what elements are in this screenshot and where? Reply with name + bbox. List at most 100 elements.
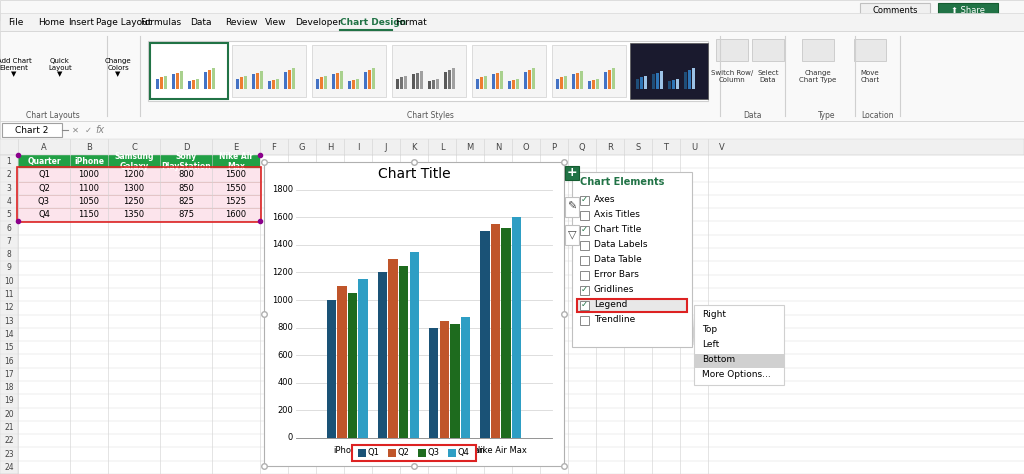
Bar [399,265,409,438]
Text: Page Layout: Page Layout [96,18,152,27]
Text: 14: 14 [4,330,13,339]
Bar [449,70,451,89]
Bar [312,45,386,97]
Text: ✓: ✓ [581,195,588,204]
Bar [640,77,643,89]
Bar [260,71,263,89]
Bar [512,217,521,438]
Text: T: T [664,143,669,152]
Text: ▼: ▼ [57,71,62,77]
Text: 1200: 1200 [124,171,144,180]
Text: Q2: Q2 [38,184,50,193]
Bar [368,70,371,89]
Bar [340,71,343,89]
Text: 1300: 1300 [124,184,144,193]
Text: Error Bars: Error Bars [594,270,639,279]
Text: I: I [356,143,359,152]
Bar [378,273,387,438]
Bar [204,73,207,89]
Bar [668,81,671,89]
Bar [461,317,470,438]
Text: 1550: 1550 [225,184,247,193]
Text: Layout: Layout [48,65,72,71]
Text: 20: 20 [4,410,13,419]
Text: Chart Elements: Chart Elements [580,177,665,187]
Text: iPhone: iPhone [74,157,104,166]
Bar [580,210,589,219]
Bar [284,73,287,89]
Bar [18,208,260,221]
Text: 1600: 1600 [272,213,293,222]
Bar [172,74,175,89]
Text: 1800: 1800 [272,185,293,194]
Text: 5: 5 [6,210,11,219]
Bar [604,73,607,89]
Bar [565,225,579,245]
Text: 13: 13 [4,317,13,326]
Bar [264,162,564,466]
Bar [630,43,708,99]
Bar [404,76,407,89]
Bar [496,73,499,89]
Bar [552,45,626,97]
Bar [0,31,1024,121]
Bar [324,76,327,89]
Bar [276,79,279,89]
Text: Sony PlayStation: Sony PlayStation [415,446,485,455]
Text: Change: Change [104,58,131,64]
Bar [575,73,579,89]
Text: B: B [86,143,92,152]
Text: N: N [495,143,501,152]
Text: Q4: Q4 [458,448,470,457]
Bar [502,228,511,438]
Bar [636,79,639,89]
Bar [524,73,527,89]
Text: Switch Row/
Column: Switch Row/ Column [711,70,753,82]
Bar [410,252,419,438]
Bar [565,165,579,180]
Bar [212,68,215,89]
Text: Axis Titles: Axis Titles [594,210,640,219]
Bar [196,79,199,89]
Text: 200: 200 [278,406,293,415]
Text: 9: 9 [6,264,11,273]
Text: Q1: Q1 [368,448,380,457]
Text: Nike Air
Max: Nike Air Max [219,152,253,171]
Bar [752,39,784,61]
Text: Trendline: Trendline [594,315,635,324]
Text: 11: 11 [4,290,13,299]
Text: K: K [412,143,417,152]
Text: Bottom: Bottom [702,355,735,364]
Bar [512,80,515,89]
Bar [18,182,260,195]
Bar [392,45,466,97]
Bar [444,73,447,89]
Bar [0,0,1024,20]
Text: D: D [182,143,189,152]
Text: Right: Right [702,310,726,319]
Text: ✕: ✕ [72,126,79,135]
Text: Chart 2: Chart 2 [15,126,49,135]
Text: Formulas: Formulas [140,18,181,27]
Bar [528,70,531,89]
Bar [416,73,419,89]
Text: 22: 22 [4,436,13,445]
Text: Sony
PlayStation: Sony PlayStation [161,152,211,171]
Text: ✓: ✓ [581,225,588,234]
Bar [327,300,336,438]
Text: 1525: 1525 [225,197,247,206]
Text: Q2: Q2 [398,448,410,457]
Text: Add Chart: Add Chart [0,58,32,64]
Bar [256,73,259,89]
Bar [240,77,243,89]
Bar [580,226,589,235]
Text: Data: Data [190,18,212,27]
Bar [490,224,500,438]
Text: 1200: 1200 [272,268,293,277]
Bar [372,68,375,89]
Bar [556,79,559,89]
Bar [580,241,589,250]
Bar [352,80,355,89]
Text: 1000: 1000 [272,295,293,304]
Bar [492,74,495,89]
